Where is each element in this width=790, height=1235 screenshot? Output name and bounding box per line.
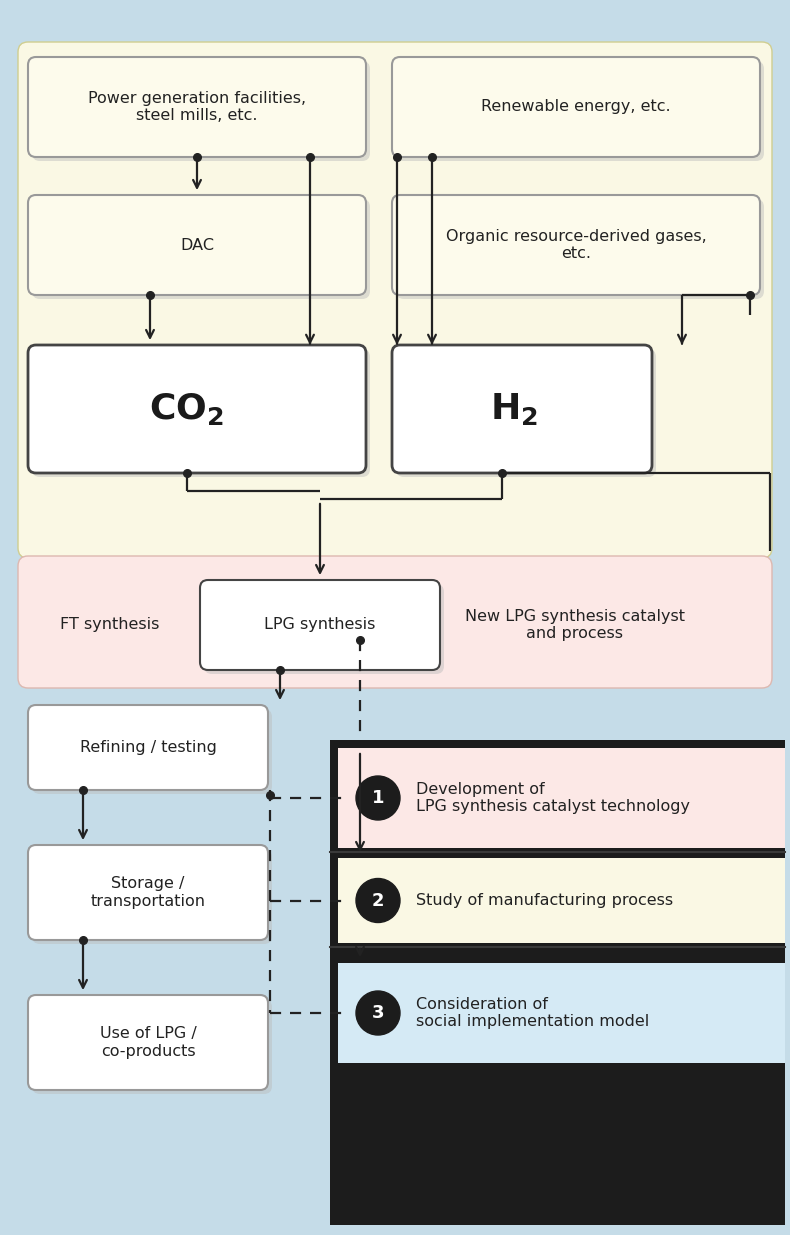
FancyBboxPatch shape bbox=[18, 42, 772, 558]
Text: Consideration of
social implementation model: Consideration of social implementation m… bbox=[416, 997, 649, 1029]
FancyBboxPatch shape bbox=[392, 195, 760, 295]
Text: 3: 3 bbox=[372, 1004, 384, 1023]
Circle shape bbox=[356, 776, 400, 820]
Circle shape bbox=[356, 878, 400, 923]
Text: 2: 2 bbox=[372, 892, 384, 909]
Text: LPG synthesis: LPG synthesis bbox=[265, 618, 376, 632]
Text: 1: 1 bbox=[372, 789, 384, 806]
FancyBboxPatch shape bbox=[392, 345, 652, 473]
FancyBboxPatch shape bbox=[28, 345, 366, 473]
Text: Study of manufacturing process: Study of manufacturing process bbox=[416, 893, 673, 908]
FancyBboxPatch shape bbox=[32, 999, 272, 1094]
FancyBboxPatch shape bbox=[396, 61, 764, 161]
FancyBboxPatch shape bbox=[28, 195, 366, 295]
Text: $\mathbf{CO_2}$: $\mathbf{CO_2}$ bbox=[149, 391, 224, 427]
FancyBboxPatch shape bbox=[204, 584, 444, 674]
Text: DAC: DAC bbox=[180, 237, 214, 252]
FancyBboxPatch shape bbox=[18, 556, 772, 688]
Text: Refining / testing: Refining / testing bbox=[80, 740, 216, 755]
FancyBboxPatch shape bbox=[28, 845, 268, 940]
FancyBboxPatch shape bbox=[392, 57, 760, 157]
Text: Development of
LPG synthesis catalyst technology: Development of LPG synthesis catalyst te… bbox=[416, 782, 690, 814]
FancyBboxPatch shape bbox=[28, 995, 268, 1091]
Text: Storage /
transportation: Storage / transportation bbox=[91, 877, 205, 909]
Text: New LPG synthesis catalyst
and process: New LPG synthesis catalyst and process bbox=[465, 609, 685, 641]
Bar bbox=[330, 740, 785, 1225]
Text: FT synthesis: FT synthesis bbox=[60, 618, 160, 632]
FancyBboxPatch shape bbox=[32, 350, 370, 477]
FancyBboxPatch shape bbox=[396, 199, 764, 299]
Circle shape bbox=[356, 990, 400, 1035]
FancyBboxPatch shape bbox=[32, 199, 370, 299]
Bar bbox=[338, 963, 785, 1063]
Bar bbox=[338, 748, 785, 848]
FancyBboxPatch shape bbox=[28, 57, 366, 157]
FancyBboxPatch shape bbox=[32, 61, 370, 161]
FancyBboxPatch shape bbox=[28, 705, 268, 790]
Text: Use of LPG /
co-products: Use of LPG / co-products bbox=[100, 1026, 197, 1058]
FancyBboxPatch shape bbox=[200, 580, 440, 671]
FancyBboxPatch shape bbox=[32, 709, 272, 794]
Bar bbox=[338, 858, 785, 944]
FancyBboxPatch shape bbox=[32, 848, 272, 944]
Text: $\mathbf{H_2}$: $\mathbf{H_2}$ bbox=[491, 391, 538, 427]
FancyBboxPatch shape bbox=[396, 350, 656, 477]
Text: Organic resource-derived gases,
etc.: Organic resource-derived gases, etc. bbox=[446, 228, 706, 261]
Text: Renewable energy, etc.: Renewable energy, etc. bbox=[481, 100, 671, 115]
Text: Power generation facilities,
steel mills, etc.: Power generation facilities, steel mills… bbox=[88, 91, 306, 124]
